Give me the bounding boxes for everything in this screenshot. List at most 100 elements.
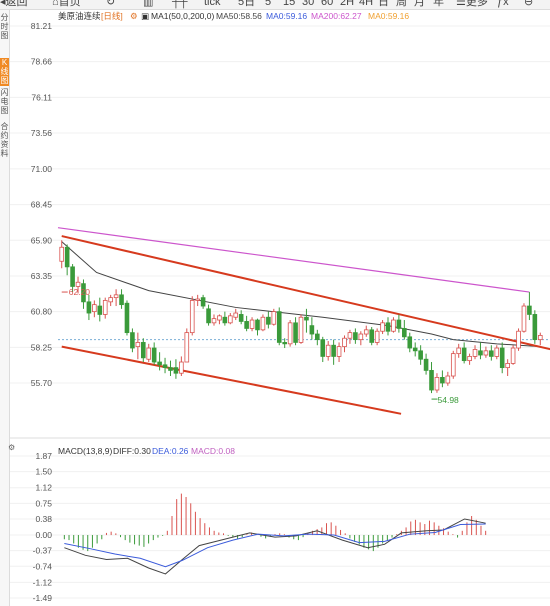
candle-body xyxy=(146,347,152,360)
macd-y-tick-label: 0.00 xyxy=(35,530,52,540)
dea-label: DEA:0.26 xyxy=(152,446,189,456)
diff-label: DIFF:0.30 xyxy=(113,446,151,456)
candle-body xyxy=(260,316,266,331)
candle-body xyxy=(271,311,277,325)
macd-y-tick-label: 0.75 xyxy=(35,498,52,508)
candle-body xyxy=(70,266,75,287)
macd-y-tick-label: 0.38 xyxy=(35,514,52,524)
candle-body xyxy=(97,305,103,315)
macd-y-tick-label: 1.87 xyxy=(35,451,52,461)
candle-body xyxy=(211,318,217,324)
home-button[interactable]: ⌂首页 xyxy=(52,0,81,8)
period-week[interactable]: 周 xyxy=(396,0,407,8)
candlestick-icon: ▥ xyxy=(143,0,154,8)
price-plot: 62.20 54.98 xyxy=(57,227,550,415)
candle-body xyxy=(244,321,249,329)
candle-body xyxy=(527,305,532,315)
candle-body xyxy=(385,322,391,332)
candle-body xyxy=(200,297,206,307)
candle-body xyxy=(369,329,374,343)
candle-body xyxy=(124,302,130,334)
y-tick-label: 58.25 xyxy=(31,342,53,352)
zoom-out-icon: ⊖ xyxy=(524,0,534,8)
high-annotation: 62.20 xyxy=(69,287,91,297)
ma-settings-icon[interactable]: ▣ xyxy=(141,11,149,21)
period-5day[interactable]: 5日 xyxy=(238,0,256,8)
candle-body xyxy=(461,347,467,362)
sidebar-item-timeshare[interactable]: 分时图 xyxy=(0,13,9,40)
candle-body xyxy=(151,347,157,363)
candle-body xyxy=(195,298,200,301)
period-year[interactable]: 年 xyxy=(433,0,444,8)
candle-body xyxy=(418,350,423,360)
candle-body xyxy=(238,314,244,322)
candle-body xyxy=(102,300,108,315)
candle-body xyxy=(499,347,505,369)
tick-button[interactable]: tick xyxy=(204,0,221,8)
candle-body xyxy=(489,350,494,357)
candle-body xyxy=(293,322,298,343)
tick-bars-button[interactable]: ┼┼ xyxy=(172,0,188,8)
function-button[interactable]: ƒx xyxy=(497,0,509,8)
candle-body xyxy=(59,246,65,262)
candle-body xyxy=(140,342,146,359)
candle-body xyxy=(227,315,233,324)
sidebar-item-kline[interactable]: K线图 xyxy=(0,58,9,86)
candle-body xyxy=(402,328,407,338)
period-60[interactable]: 60 xyxy=(321,0,334,8)
ma200-line xyxy=(57,227,530,293)
macd-value-label: MACD:0.08 xyxy=(191,446,235,456)
period-5[interactable]: 5 xyxy=(265,0,272,8)
candle-body xyxy=(173,367,179,374)
macd-y-tick-label: -1.12 xyxy=(33,577,53,587)
candle-body xyxy=(266,316,271,325)
macd-plot xyxy=(63,493,487,575)
y-tick-label: 60.80 xyxy=(31,307,53,317)
period-label[interactable]: [日线] xyxy=(101,11,123,21)
candle-body xyxy=(92,304,97,313)
settings-gear-icon[interactable]: ⚙ xyxy=(130,11,138,21)
candlestick-button[interactable]: ▥ xyxy=(143,0,153,8)
sidebar-item-lightning[interactable]: 闪电图 xyxy=(0,88,9,115)
candle-body xyxy=(108,297,113,303)
candle-body xyxy=(179,361,184,374)
period-month[interactable]: 月 xyxy=(414,0,425,8)
period-15[interactable]: 15 xyxy=(283,0,296,8)
candle-body xyxy=(276,311,282,343)
zoom-out-button[interactable]: ⊖ xyxy=(524,0,533,8)
candle-body xyxy=(309,325,315,335)
candle-body xyxy=(255,319,260,331)
period-30[interactable]: 30 xyxy=(302,0,315,8)
candle-body xyxy=(157,361,162,366)
period-day[interactable]: 日 xyxy=(378,0,389,8)
back-button[interactable]: ◂返回 xyxy=(0,0,28,8)
ma50-label: MA50:58.56 xyxy=(216,11,262,21)
candle-body xyxy=(130,332,135,349)
tick-bars-icon: ┼┼ xyxy=(172,0,188,8)
sidebar-item-contract-info[interactable]: 合约资料 xyxy=(0,122,9,158)
candle-body xyxy=(315,333,320,341)
ma0-label-a: MA0:59.16 xyxy=(266,11,307,21)
candle-body xyxy=(516,330,521,349)
candle-body xyxy=(298,316,304,343)
candle-body xyxy=(325,344,331,357)
candle-body xyxy=(113,294,119,299)
y-tick-label: 68.45 xyxy=(31,200,53,210)
left-sidebar: 分时图 K线图 闪电图 合约资料 xyxy=(0,10,10,606)
candle-body xyxy=(537,335,543,341)
ma1-label: MA1(50,0,200,0) xyxy=(151,11,214,21)
indicator-settings-icon[interactable]: ⚙ xyxy=(8,443,15,452)
candle-body xyxy=(510,347,516,364)
period-2h[interactable]: 2H xyxy=(340,0,355,8)
candle-body xyxy=(429,370,434,391)
more-button[interactable]: ☰更多 xyxy=(456,0,488,8)
candle-body xyxy=(287,322,293,345)
candle-body xyxy=(119,294,124,306)
y-tick-label: 73.56 xyxy=(31,128,53,138)
refresh-button[interactable]: ↻ xyxy=(106,0,115,8)
candle-body xyxy=(233,312,239,318)
candle-body xyxy=(81,283,86,303)
period-4h[interactable]: 4H xyxy=(359,0,374,8)
candle-body xyxy=(380,322,385,332)
